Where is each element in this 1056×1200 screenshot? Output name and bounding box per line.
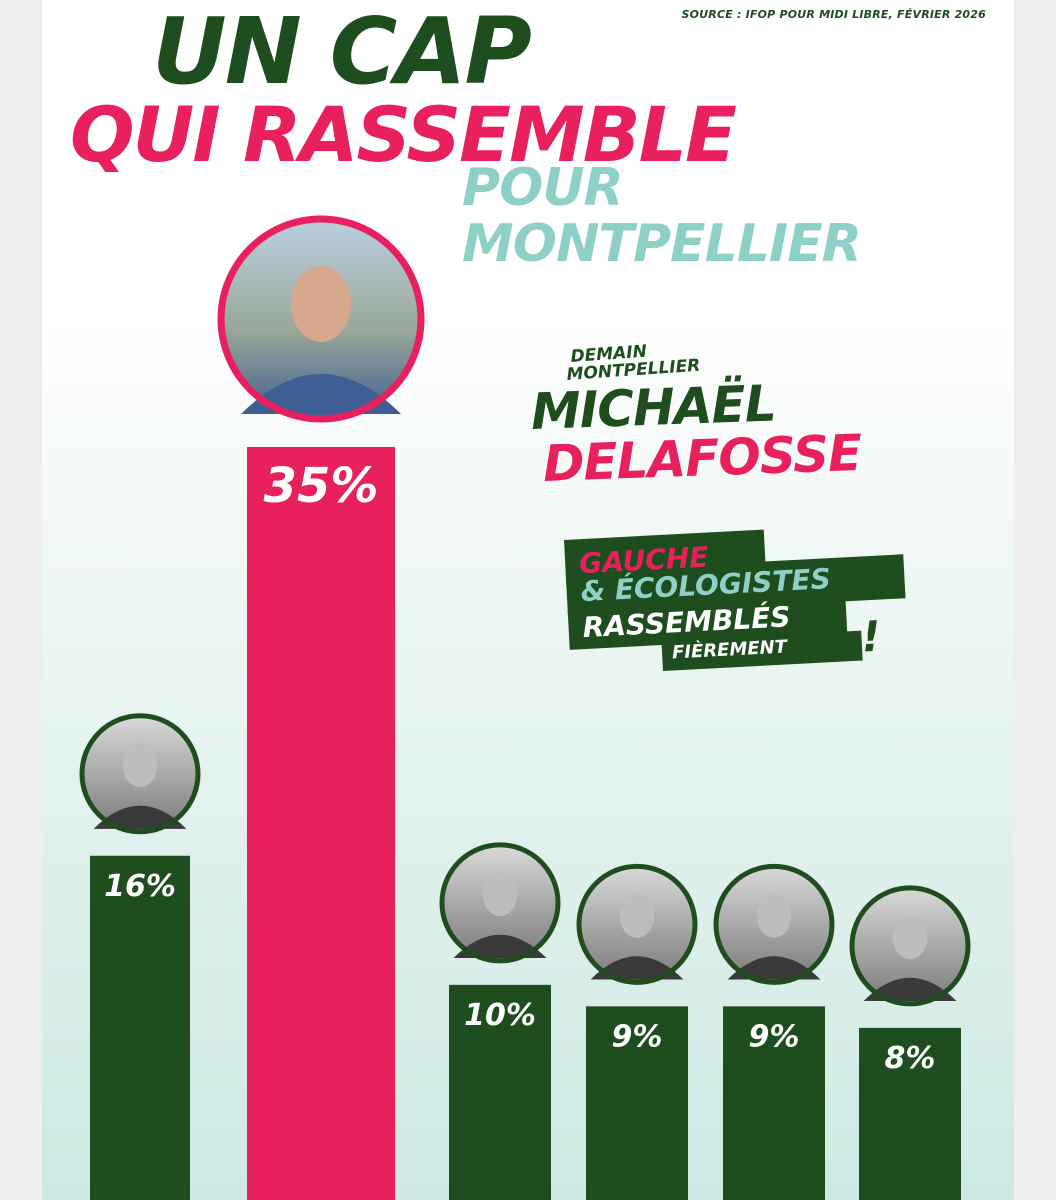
dotted-band: [42, 404, 1014, 414]
bar-6: [859, 1027, 961, 1200]
michael-delafosse-portrait-icon: [217, 215, 425, 423]
poll-bar-chart: 16% 35% 10% 9% 9% 8%: [79, 215, 971, 1200]
source-note: SOURCE : IFOP POUR MIDI LIBRE, FÉVRIER 2…: [681, 8, 986, 21]
bar-2: [247, 447, 395, 1200]
title-line-3: POUR: [462, 158, 624, 218]
woman-glasses-portrait-icon: [849, 885, 971, 1007]
title-line-1: UN CAP: [152, 0, 532, 105]
bar-label-5: 9%: [749, 1019, 800, 1054]
bar-5: [723, 1006, 825, 1200]
man-portrait-icon: [439, 842, 561, 964]
man-portrait-icon: [576, 863, 698, 985]
bar-1: [90, 855, 190, 1200]
bar-label-6: 8%: [885, 1041, 936, 1076]
bar-label-1: 16%: [104, 869, 176, 904]
woman-portrait-icon: [79, 713, 201, 835]
poster: SOURCE : IFOP POUR MIDI LIBRE, FÉVRIER 2…: [42, 0, 1014, 1200]
bar-4: [586, 1006, 688, 1200]
man-portrait-icon: [713, 863, 835, 985]
title-line-2: QUI RASSEMBLE: [70, 90, 737, 179]
title-line-4: MONTPELLIER: [462, 214, 862, 274]
bar-label-2: 35%: [264, 458, 379, 514]
bar-label-3: 10%: [464, 998, 536, 1033]
bar-label-4: 9%: [612, 1019, 663, 1054]
bar-3: [449, 984, 551, 1200]
